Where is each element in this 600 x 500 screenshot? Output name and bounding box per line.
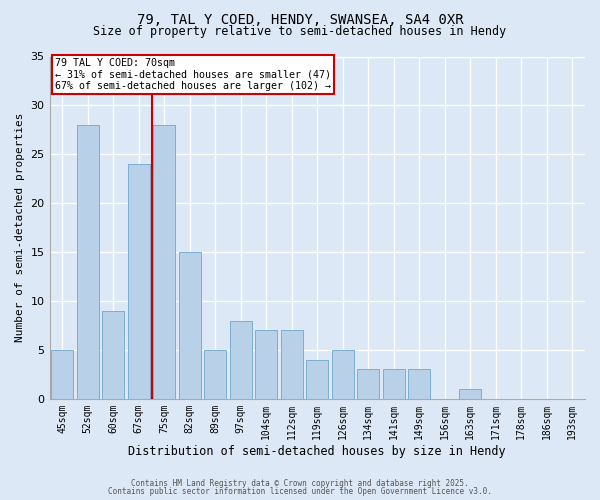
Bar <box>332 350 353 399</box>
Bar <box>358 370 379 399</box>
Bar <box>52 350 73 399</box>
Text: 79, TAL Y COED, HENDY, SWANSEA, SA4 0XR: 79, TAL Y COED, HENDY, SWANSEA, SA4 0XR <box>137 12 463 26</box>
Bar <box>409 370 430 399</box>
Bar <box>256 330 277 399</box>
Y-axis label: Number of semi-detached properties: Number of semi-detached properties <box>15 113 25 342</box>
Bar <box>205 350 226 399</box>
Text: Contains HM Land Registry data © Crown copyright and database right 2025.: Contains HM Land Registry data © Crown c… <box>131 478 469 488</box>
Bar <box>154 125 175 399</box>
Bar <box>460 389 481 399</box>
Bar <box>103 311 124 399</box>
Bar <box>307 360 328 399</box>
Bar <box>128 164 149 399</box>
Bar <box>77 125 98 399</box>
Text: Size of property relative to semi-detached houses in Hendy: Size of property relative to semi-detach… <box>94 25 506 38</box>
Bar <box>230 320 251 399</box>
Bar <box>179 252 200 399</box>
Bar <box>281 330 302 399</box>
Text: Contains public sector information licensed under the Open Government Licence v3: Contains public sector information licen… <box>108 487 492 496</box>
Text: 79 TAL Y COED: 70sqm
← 31% of semi-detached houses are smaller (47)
67% of semi-: 79 TAL Y COED: 70sqm ← 31% of semi-detac… <box>55 58 331 92</box>
Bar <box>383 370 404 399</box>
X-axis label: Distribution of semi-detached houses by size in Hendy: Distribution of semi-detached houses by … <box>128 444 506 458</box>
